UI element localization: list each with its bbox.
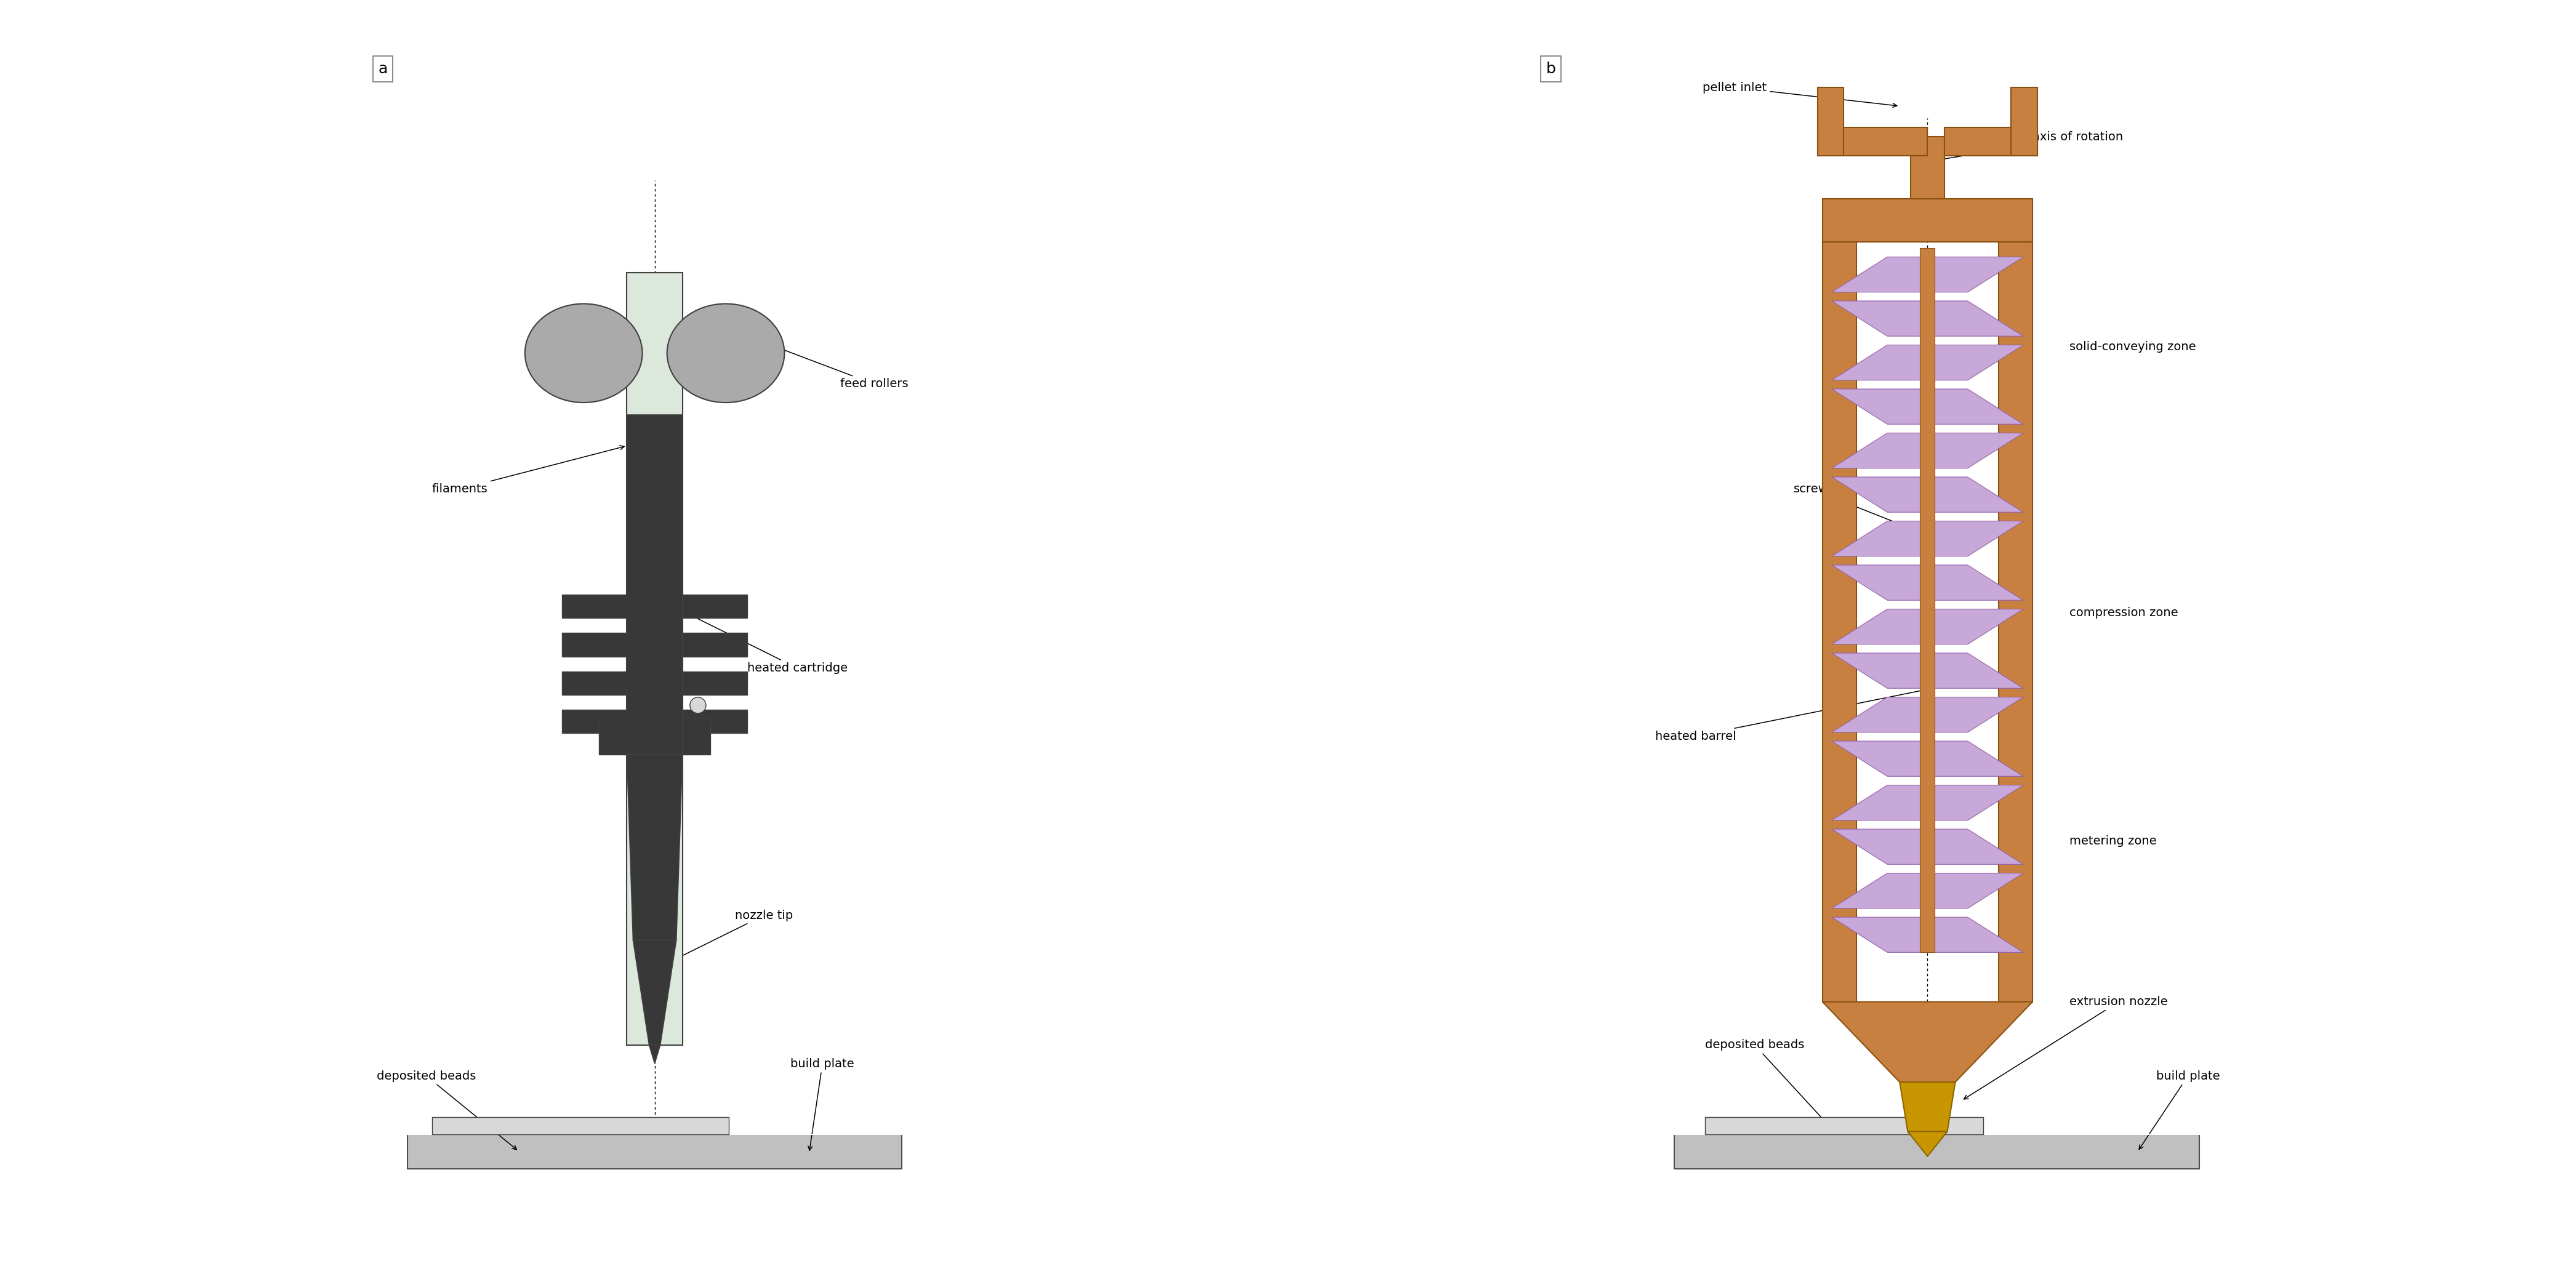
Text: filaments: filaments bbox=[433, 445, 623, 495]
Text: build plate: build plate bbox=[2138, 1069, 2221, 1149]
Bar bbox=[1821, 242, 1857, 1001]
Bar bbox=[407, 1135, 902, 1169]
Ellipse shape bbox=[667, 304, 786, 403]
Polygon shape bbox=[1832, 389, 2022, 425]
Bar bbox=[1819, 88, 1844, 156]
Bar bbox=[626, 414, 683, 754]
Bar bbox=[683, 709, 747, 734]
Text: axis of rotation: axis of rotation bbox=[1929, 131, 2123, 162]
Text: a: a bbox=[379, 62, 386, 76]
Text: metering zone: metering zone bbox=[2069, 835, 2156, 847]
Polygon shape bbox=[1832, 565, 2022, 600]
Polygon shape bbox=[1832, 741, 2022, 776]
Polygon shape bbox=[1832, 345, 2022, 380]
Text: heated cartridge: heated cartridge bbox=[688, 614, 848, 674]
Bar bbox=[683, 633, 747, 656]
Bar bbox=[1705, 1117, 1984, 1135]
Polygon shape bbox=[1832, 301, 2022, 336]
Polygon shape bbox=[1832, 257, 2022, 292]
Bar bbox=[562, 709, 626, 734]
Polygon shape bbox=[1832, 477, 2022, 512]
Text: screw: screw bbox=[1793, 483, 1965, 551]
Polygon shape bbox=[1832, 698, 2022, 732]
Bar bbox=[562, 595, 626, 618]
Bar bbox=[1821, 198, 2032, 242]
Polygon shape bbox=[1899, 1082, 1955, 1131]
Text: heated barrel: heated barrel bbox=[1654, 673, 1999, 743]
Text: deposited beads: deposited beads bbox=[376, 1069, 518, 1149]
Polygon shape bbox=[1832, 785, 2022, 820]
Bar bbox=[562, 672, 626, 695]
Polygon shape bbox=[1832, 432, 2022, 468]
Polygon shape bbox=[1832, 521, 2022, 556]
Polygon shape bbox=[1832, 653, 2022, 689]
Polygon shape bbox=[626, 754, 683, 940]
Bar bbox=[683, 718, 711, 754]
Bar bbox=[1819, 127, 1927, 156]
Bar bbox=[1945, 127, 2038, 156]
Text: b: b bbox=[1546, 62, 1556, 76]
Text: solid-conveying zone: solid-conveying zone bbox=[2069, 341, 2197, 353]
Bar bbox=[683, 595, 747, 618]
Text: pellet inlet: pellet inlet bbox=[1703, 81, 1896, 107]
Polygon shape bbox=[1832, 829, 2022, 865]
Text: deposited beads: deposited beads bbox=[1705, 1039, 1826, 1124]
Bar bbox=[1911, 136, 1945, 198]
Polygon shape bbox=[1832, 918, 2022, 952]
Text: build plate: build plate bbox=[791, 1058, 855, 1151]
Circle shape bbox=[690, 698, 706, 713]
Text: feed rollers: feed rollers bbox=[762, 341, 909, 390]
Bar bbox=[683, 672, 747, 695]
Bar bbox=[1999, 242, 2032, 1001]
Polygon shape bbox=[649, 1045, 659, 1063]
Polygon shape bbox=[1832, 873, 2022, 909]
Bar bbox=[1919, 248, 1935, 952]
Polygon shape bbox=[1909, 1131, 1947, 1156]
Bar bbox=[626, 273, 683, 1045]
Polygon shape bbox=[1821, 1001, 2032, 1082]
Bar bbox=[2012, 88, 2038, 156]
Bar bbox=[600, 718, 626, 754]
Bar bbox=[562, 633, 626, 656]
Polygon shape bbox=[1832, 609, 2022, 645]
Bar bbox=[433, 1117, 729, 1135]
Text: extrusion nozzle: extrusion nozzle bbox=[1963, 996, 2169, 1099]
Bar bbox=[1674, 1135, 2200, 1169]
Text: nozzle tip: nozzle tip bbox=[667, 910, 793, 964]
Polygon shape bbox=[634, 940, 677, 1045]
Ellipse shape bbox=[526, 304, 641, 403]
Text: compression zone: compression zone bbox=[2069, 606, 2179, 619]
